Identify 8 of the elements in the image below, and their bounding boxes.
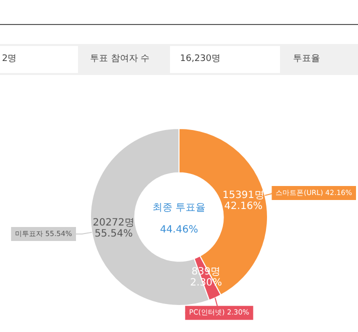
data-label: 20272명 55.54% bbox=[92, 218, 135, 240]
text: 투표율 bbox=[283, 46, 358, 73]
data-label: 15391명 42.16% bbox=[222, 190, 264, 212]
text: 투표 참여자 수 bbox=[80, 46, 168, 73]
text: 44.46% bbox=[160, 224, 198, 236]
text: 최종 투표율 bbox=[152, 202, 206, 214]
text: 2명 bbox=[0, 46, 78, 73]
text: 16,230명 bbox=[170, 46, 280, 73]
